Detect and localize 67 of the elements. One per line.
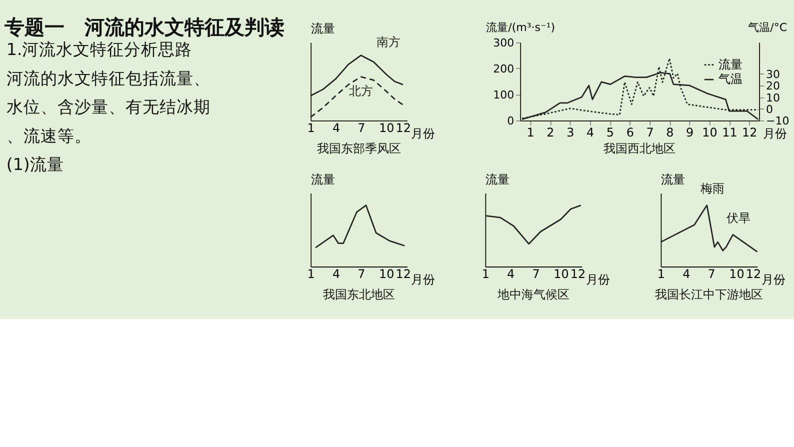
x-tick-label: 1 bbox=[526, 126, 534, 140]
y-tick-label: 200 bbox=[493, 62, 514, 76]
x-tick-label: 4 bbox=[507, 267, 515, 282]
x-tick-label: 10 bbox=[378, 120, 394, 135]
y2-tick-label: 20 bbox=[766, 80, 780, 93]
x-tick-label: 12 bbox=[746, 267, 762, 282]
x-tick-label: 9 bbox=[686, 126, 694, 140]
x-tick-label: 1 bbox=[657, 267, 666, 282]
x-tick-label: 11 bbox=[722, 126, 738, 140]
text: 我国长江中下游地区 bbox=[654, 288, 763, 302]
x-tick-label: 12 bbox=[396, 120, 411, 135]
x-tick-label: 1 bbox=[307, 267, 315, 282]
x-tick-label: 12 bbox=[570, 267, 586, 282]
legend-label: 流量 bbox=[718, 58, 743, 72]
x-tick-label: 12 bbox=[396, 267, 411, 282]
x-tick-label: 7 bbox=[358, 267, 366, 282]
text: (1)流量 bbox=[6, 155, 64, 174]
text: 我国东部季风区 bbox=[316, 142, 401, 156]
y-axis-title: 流量 bbox=[311, 22, 336, 36]
x-axis-title: 月份 bbox=[763, 126, 788, 140]
text: 我国东北地区 bbox=[322, 288, 395, 302]
x-tick-label: 1 bbox=[482, 267, 490, 282]
y-tick-label: 300 bbox=[493, 36, 514, 50]
y-axis-title: 流量/(m³·s⁻¹) bbox=[486, 20, 556, 34]
x-tick-label: 1 bbox=[307, 120, 315, 135]
y2-axis-title: 气温/°C bbox=[748, 20, 788, 34]
text: 我国西北地区 bbox=[604, 142, 676, 156]
x-axis-title: 月份 bbox=[411, 272, 436, 287]
x-tick-label: 4 bbox=[586, 126, 594, 140]
y-axis-title: 流量 bbox=[311, 172, 336, 186]
text: 专题一 河流的水文特征及判读 bbox=[4, 15, 285, 40]
series-label: 北方 bbox=[348, 84, 373, 98]
x-tick-label: 12 bbox=[742, 126, 758, 140]
x-tick-label: 10 bbox=[554, 267, 569, 282]
y2-tick-label: 10 bbox=[766, 91, 780, 104]
x-tick-label: 10 bbox=[729, 267, 744, 282]
x-tick-label: 7 bbox=[358, 120, 366, 135]
x-tick-label: 7 bbox=[708, 267, 716, 282]
x-tick-label: 8 bbox=[666, 126, 674, 140]
x-tick-label: 7 bbox=[532, 267, 540, 282]
x-tick-label: 4 bbox=[332, 120, 340, 135]
x-tick-label: 5 bbox=[606, 126, 614, 140]
y2-tick-label: 30 bbox=[766, 68, 780, 81]
y-axis-title: 流量 bbox=[661, 172, 686, 186]
x-axis-title: 月份 bbox=[586, 272, 610, 287]
x-tick-label: 6 bbox=[626, 126, 634, 140]
series-label: 南方 bbox=[376, 35, 401, 50]
x-tick-label: 4 bbox=[332, 267, 340, 282]
x-tick-label: 10 bbox=[702, 126, 718, 140]
x-tick-label: 3 bbox=[566, 126, 574, 140]
legend-label: 气温 bbox=[718, 72, 743, 86]
y-tick-label: 0 bbox=[507, 114, 514, 128]
x-tick-label: 4 bbox=[682, 267, 690, 282]
x-tick-label: 7 bbox=[646, 126, 654, 140]
y-axis-title: 流量 bbox=[486, 172, 510, 186]
text: 地中海气候区 bbox=[496, 288, 570, 302]
x-tick-label: 2 bbox=[546, 126, 554, 140]
x-tick-label: 10 bbox=[378, 267, 394, 282]
text: 河流的水文特征包括流量、水位、含沙量、有无结冰期、流速等。 bbox=[6, 68, 210, 146]
text: 1.河流水文特征分析思路 bbox=[6, 40, 192, 60]
x-axis-title: 月份 bbox=[761, 272, 786, 287]
annotation: 梅雨 bbox=[699, 181, 724, 196]
y2-tick-label: −10 bbox=[766, 114, 790, 128]
y-tick-label: 100 bbox=[493, 88, 514, 102]
x-axis-title: 月份 bbox=[411, 126, 436, 140]
annotation: 伏旱 bbox=[726, 210, 750, 225]
y2-tick-label: 0 bbox=[766, 102, 773, 116]
